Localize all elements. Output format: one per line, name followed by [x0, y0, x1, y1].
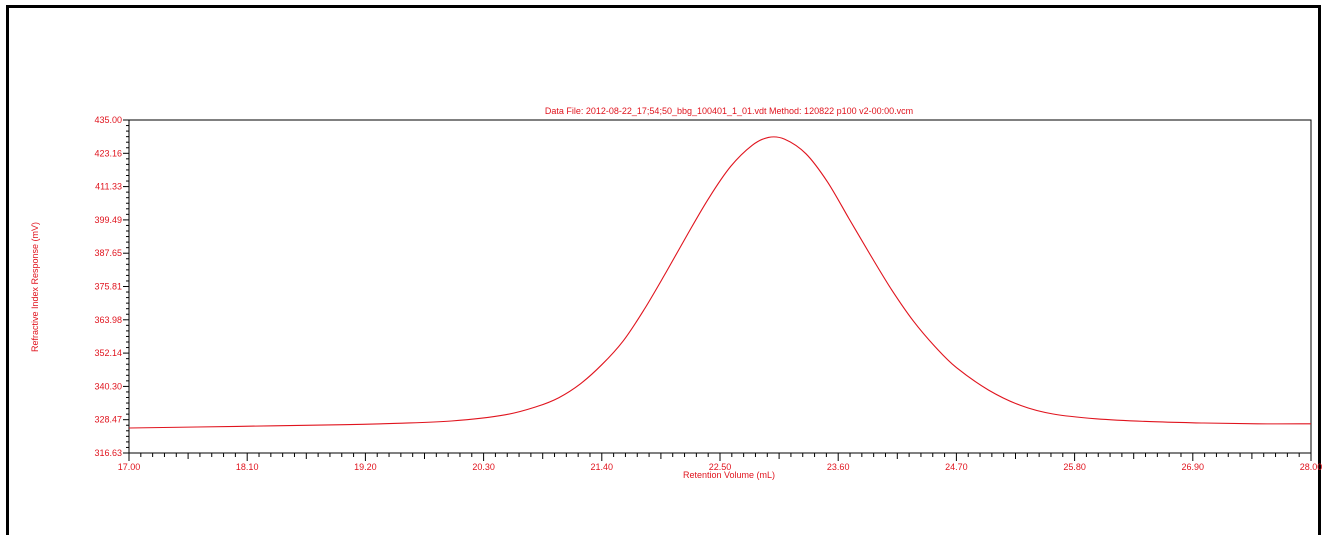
x-axis-label: Retention Volume (mL) [683, 470, 775, 480]
x-tick-label: 28.00 [1300, 462, 1323, 472]
y-tick-label: 387.65 [94, 248, 122, 258]
x-tick-label: 25.80 [1063, 462, 1086, 472]
y-tick-label: 352.14 [94, 348, 122, 358]
x-tick-label: 22.50 [709, 462, 732, 472]
y-axis-label: Refractive Index Response (mV) [30, 222, 40, 352]
y-tick-label: 340.30 [94, 381, 122, 391]
y-tick-label: 423.16 [94, 148, 122, 158]
y-tick-label: 375.81 [94, 282, 122, 292]
x-tick-label: 17.00 [118, 462, 141, 472]
x-tick-label: 23.60 [827, 462, 850, 472]
x-tick-label: 21.40 [591, 462, 614, 472]
x-tick-label: 24.70 [945, 462, 968, 472]
x-tick-label: 20.30 [472, 462, 495, 472]
y-tick-label: 363.98 [94, 315, 122, 325]
x-tick-label: 18.10 [236, 462, 259, 472]
x-tick-label: 19.20 [354, 462, 377, 472]
series-line-0 [128, 136, 1312, 429]
y-tick-label: 399.49 [94, 215, 122, 225]
y-tick-label: 316.63 [94, 448, 122, 458]
chart-title: Data File: 2012-08-22_17;54;50_bbg_10040… [545, 106, 913, 116]
window-frame [6, 5, 1321, 535]
y-tick-label: 411.33 [95, 182, 122, 192]
y-tick-label: 435.00 [94, 115, 122, 125]
plot-border [128, 119, 1312, 454]
plot-area: 316.63 328.47 340.30 352.14 363.98 375.81 387.… [94, 115, 1322, 472]
y-tick-label: 328.47 [94, 415, 122, 425]
x-tick-label: 26.90 [1182, 462, 1205, 472]
